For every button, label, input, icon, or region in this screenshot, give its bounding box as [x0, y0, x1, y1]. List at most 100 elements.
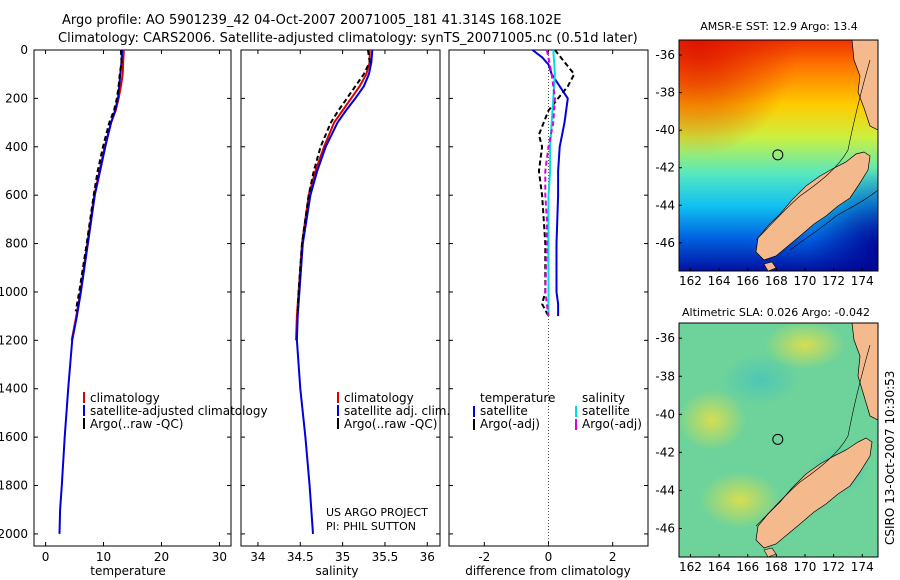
map-lon-tick-label: 168	[765, 274, 788, 288]
x-tick-label: 0	[545, 550, 553, 564]
map-lon-tick-label: 174	[851, 274, 874, 288]
sla-map	[679, 323, 878, 557]
sla-high-anomaly	[765, 323, 845, 369]
difference-xlabel: difference from climatology	[465, 564, 631, 578]
sst-depth-contour	[789, 189, 878, 251]
map-lat-tick-label: -42	[655, 161, 675, 175]
legend-argo-label: Argo(..raw -QC)	[90, 417, 183, 431]
map-lon-tick-label: 162	[679, 274, 702, 288]
x-tick-label: 10	[96, 550, 111, 564]
x-tick-label: 2	[609, 550, 617, 564]
project-credit: US ARGO PROJECT	[326, 506, 428, 519]
depth-tick-label: 0	[20, 43, 28, 57]
x-tick-label: 36	[420, 550, 435, 564]
map-lat-tick-label: -40	[655, 123, 675, 137]
salinity-x-axis: 34 34.5 35 35.5 36	[241, 49, 440, 564]
south-island-land	[755, 437, 873, 549]
map-lon-tick-label: 170	[794, 560, 817, 574]
x-tick-label: 0	[42, 550, 50, 564]
map-lon-tick-label: 172	[822, 274, 845, 288]
depth-tick-label: 1600	[0, 430, 28, 444]
north-island-land	[851, 40, 878, 131]
map-lat-tick-label: -38	[655, 369, 675, 383]
sla-map-axes: 162 164 166 168 170 172 174 -36 -38 -40 -42 -44 -46	[655, 331, 873, 574]
legend-sal-satellite-label: satellite	[582, 404, 630, 418]
map-lon-tick-label: 168	[765, 560, 788, 574]
legend-temp-argo-label: Argo(-adj)	[480, 417, 540, 431]
map-lat-tick-label: -44	[655, 198, 675, 212]
depth-tick-label: 1800	[0, 479, 28, 493]
map-lat-tick-label: -42	[655, 445, 675, 459]
map-lon-tick-label: 162	[679, 560, 702, 574]
sst-map	[679, 40, 878, 271]
sla-low-anomaly	[720, 354, 800, 406]
sla-profile-marker	[772, 433, 784, 445]
legend-climatology-label: climatology	[344, 391, 414, 405]
map-lon-tick-label: 166	[736, 274, 759, 288]
temperature-legend: climatology satellite-adjusted climatolo…	[83, 391, 268, 431]
legend-climatology-label: climatology	[90, 391, 160, 405]
legend-satellite-label: satellite adj. clim.	[344, 404, 450, 418]
salinity-series-group	[295, 49, 374, 534]
pi-credit: PI: PHIL SUTTON	[326, 520, 416, 533]
map-lon-tick-label: 164	[708, 274, 731, 288]
sla-map-title: Altimetric SLA: 0.026 Argo: -0.042	[682, 306, 870, 319]
map-lat-tick-label: -46	[655, 236, 675, 250]
temperature-panel	[33, 49, 232, 547]
depth-tick-label: 1000	[0, 285, 28, 299]
map-lat-tick-label: -36	[655, 48, 675, 62]
sst-map-title: AMSR-E SST: 12.9 Argo: 13.4	[700, 20, 858, 33]
map-lon-tick-label: 170	[794, 274, 817, 288]
map-lat-tick-label: -44	[655, 483, 675, 497]
sla-high-anomaly	[679, 390, 746, 450]
legend-temperature-heading: temperature	[480, 391, 555, 405]
sst-depth-contour	[755, 59, 871, 241]
legend-sal-argo-label: Argo(-adj)	[582, 417, 642, 431]
x-tick-label: 34.5	[287, 550, 314, 564]
csiro-timestamp: CSIRO 13-Oct-2007 10:30:53	[883, 371, 897, 545]
x-tick-label: -2	[478, 550, 490, 564]
temperature-series-group	[58, 49, 125, 534]
legend-temp-satellite-label: satellite	[480, 404, 528, 418]
difference-series-group	[531, 49, 576, 317]
series-line-salinity-argo-adj-	[544, 49, 556, 317]
map-lat-tick-label: -38	[655, 86, 675, 100]
figure-title-line2: Climatology: CARS2006. Satellite-adjuste…	[58, 31, 638, 46]
depth-tick-label: 800	[5, 237, 28, 251]
legend-argo-label: Argo(..raw -QC)	[344, 417, 437, 431]
depth-tick-label: 1200	[0, 333, 28, 347]
map-lat-tick-label: -36	[655, 331, 675, 345]
map-lon-tick-label: 174	[851, 560, 874, 574]
x-tick-label: 34	[250, 550, 265, 564]
x-tick-label: 30	[212, 550, 227, 564]
difference-legend: temperature salinity satellite Argo(-adj…	[473, 391, 642, 431]
map-lat-tick-label: -46	[655, 521, 675, 535]
depth-tick-label: 400	[5, 140, 28, 154]
depth-tick-label: 600	[5, 188, 28, 202]
sla-map-frame	[678, 322, 879, 558]
x-tick-label: 35.5	[372, 550, 399, 564]
salinity-panel	[240, 49, 441, 547]
depth-tick-label: 2000	[0, 527, 28, 541]
sst-map-frame	[678, 39, 879, 272]
sst-profile-marker	[772, 149, 784, 161]
figure-title-line1: Argo profile: AO 5901239_42 04-Oct-2007 …	[62, 13, 561, 28]
map-lon-tick-label: 172	[822, 560, 845, 574]
legend-satellite-label: satellite-adjusted climatology	[90, 404, 268, 418]
salinity-legend: climatology satellite adj. clim. Argo(..…	[337, 391, 450, 431]
map-lat-tick-label: -40	[655, 407, 675, 421]
sst-map-axes: 162 164 166 168 170 172 174 -36 -38 -40 -42 -44 -46	[655, 48, 873, 288]
legend-salinity-heading: salinity	[582, 391, 625, 405]
depth-tick-label: 200	[5, 91, 28, 105]
south-island-land	[755, 151, 871, 261]
north-island-land	[851, 323, 878, 421]
depth-tick-label: 1400	[0, 382, 28, 396]
map-lon-tick-label: 164	[708, 560, 731, 574]
series-line-argo-raw-qc-	[74, 49, 123, 312]
series-line-satellite-adj-clim-	[295, 49, 374, 534]
sla-depth-contour	[755, 344, 871, 527]
depth-axis: 0 200 400 600 800 1000 1200 1400 1600 1800 2000	[0, 43, 28, 541]
map-lon-tick-label: 166	[736, 560, 759, 574]
temperature-xlabel: temperature	[90, 564, 165, 578]
